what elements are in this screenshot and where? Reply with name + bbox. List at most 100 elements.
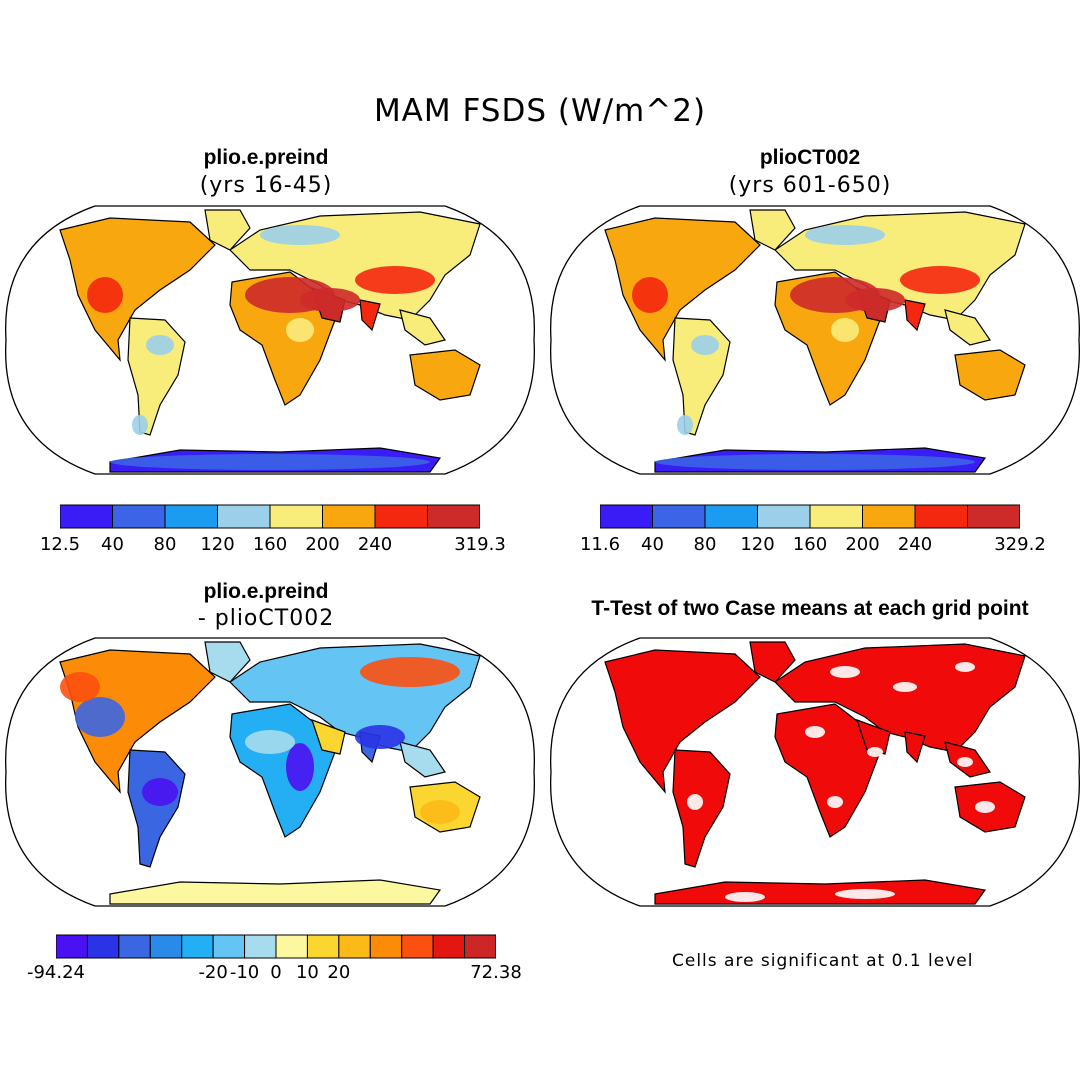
colorbar-tick-label: 0 xyxy=(270,962,282,983)
panel-title-top-left: plio.e.preind xyxy=(203,146,329,169)
significance-note: Cells are significant at 0.1 level xyxy=(672,951,974,971)
antarctica-inner xyxy=(110,454,430,470)
colorbar-tick-label: 40 xyxy=(101,534,124,555)
landmass-samerica xyxy=(672,749,731,868)
colorbar-swatch xyxy=(322,504,376,529)
nonsignificant-patch xyxy=(687,794,703,810)
asia-high xyxy=(355,266,435,294)
colorbar-swatch xyxy=(149,934,183,959)
colorbar-tick-label: 80 xyxy=(153,534,177,555)
colorbar-swatch xyxy=(757,504,811,529)
colorbar-labels-top-right: 11.6 40 80 120 160 200 240 329.2 xyxy=(540,534,1080,558)
map-land xyxy=(604,209,1026,473)
landmass-namerica xyxy=(604,217,761,362)
colorbar-bottom-left xyxy=(56,934,496,959)
figure-title: MAM FSDS (W/m^2) xyxy=(373,93,707,129)
nonsignificant-patch xyxy=(867,747,883,757)
nonsignificant-patch xyxy=(975,801,995,813)
map-bottom-right xyxy=(550,637,1080,907)
map-frame xyxy=(5,637,535,907)
us-southwest-high xyxy=(632,277,668,313)
map-top-left xyxy=(5,205,535,475)
nonsignificant-patch xyxy=(830,666,860,678)
scandinavia-low xyxy=(260,225,340,245)
colorbar-labels-bottom-left: -94.24 -20 -10 0 10 20 72.38 xyxy=(0,962,540,986)
colorbar-swatch xyxy=(275,934,308,959)
colorbar-swatch xyxy=(464,934,496,959)
landmass-greenland xyxy=(749,209,796,251)
colorbar-swatch xyxy=(118,934,151,959)
map-frame xyxy=(550,205,1080,475)
siberia-increase xyxy=(360,657,460,687)
nonsignificant-patch xyxy=(955,662,975,672)
colorbar-tick-label: 160 xyxy=(792,534,828,555)
colorbar-tick-label: 120 xyxy=(740,534,775,555)
mideast-high xyxy=(300,288,360,312)
asia-high xyxy=(900,266,980,294)
colorbar-swatch xyxy=(269,504,323,529)
colorbar-tick-label: 120 xyxy=(200,534,235,555)
colorbar-labels-top-left: 12.5 40 80 120 160 200 240 319.3 xyxy=(0,534,540,558)
panel-subtitle-top-left: (yrs 16-45) xyxy=(199,173,333,198)
landmass-namerica xyxy=(604,649,761,794)
landmass-australia xyxy=(954,349,1026,401)
map-frame xyxy=(5,205,535,475)
landmass-seasia xyxy=(399,741,446,778)
colorbar-tick-label: 11.6 xyxy=(579,534,621,555)
map-land xyxy=(604,641,1026,905)
map-frame xyxy=(550,637,1080,907)
colorbar-swatch xyxy=(212,934,246,959)
landmass-india xyxy=(904,731,926,764)
landmass-greenland xyxy=(749,641,796,683)
congo-low xyxy=(286,318,314,342)
scandinavia-low xyxy=(805,225,885,245)
colorbar-swatch xyxy=(369,934,403,959)
colorbar-tick-label: 20 xyxy=(327,962,351,983)
colorbar-tick-label: -20 xyxy=(198,962,228,983)
colorbar-tick-label: 329.2 xyxy=(994,534,1046,555)
mideast-high xyxy=(845,288,905,312)
patagonia-low xyxy=(677,415,693,435)
colorbar-tick-label: 240 xyxy=(897,534,933,555)
map-land xyxy=(59,641,481,905)
nonsignificant-patch xyxy=(957,757,973,767)
landmass-india xyxy=(904,299,926,332)
colorbar-tick-label: 12.5 xyxy=(39,534,81,555)
panel-title-bottom-right: T-Test of two Case means at each grid po… xyxy=(591,597,1029,620)
colorbar-swatch xyxy=(432,934,466,959)
colorbar-swatch xyxy=(164,504,218,529)
colorbar-swatch xyxy=(652,504,706,529)
colorbar-swatch xyxy=(112,504,166,529)
nonsignificant-patch xyxy=(835,889,895,899)
landmass-samerica xyxy=(127,749,186,868)
east-africa-decrease xyxy=(286,743,314,791)
congo-low xyxy=(831,318,859,342)
colorbar-swatch xyxy=(704,504,758,529)
colorbar-swatch xyxy=(862,504,916,529)
landmass-seasia xyxy=(399,309,446,346)
colorbar-swatch xyxy=(181,934,214,959)
colorbar-tick-label: 40 xyxy=(641,534,664,555)
colorbar-swatch xyxy=(56,934,88,959)
nonsignificant-patch xyxy=(893,682,917,692)
landmass-australia xyxy=(409,349,481,401)
us-southwest-high xyxy=(87,277,123,313)
colorbar-swatch xyxy=(338,934,371,959)
map-top-right xyxy=(550,205,1080,475)
colorbar-tick-label: 10 xyxy=(295,962,319,983)
amazon-low xyxy=(146,335,174,355)
panel-title-bottom-left: plio.e.preind xyxy=(203,580,329,603)
map-land xyxy=(59,209,481,473)
australia-increase xyxy=(420,800,460,824)
landmass-antarctica xyxy=(654,879,987,905)
colorbar-tick-label: 72.38 xyxy=(470,962,522,983)
colorbar-swatch xyxy=(244,934,277,959)
amazon-low xyxy=(691,335,719,355)
colorbar-tick-label: 240 xyxy=(357,534,393,555)
nonsignificant-patch xyxy=(805,726,825,738)
landmass-greenland xyxy=(204,209,251,251)
colorbar-swatch xyxy=(306,934,340,959)
colorbar-top-left xyxy=(60,504,480,529)
panel-title-top-right: plioCT002 xyxy=(759,146,861,169)
colorbar-swatch xyxy=(60,504,113,529)
